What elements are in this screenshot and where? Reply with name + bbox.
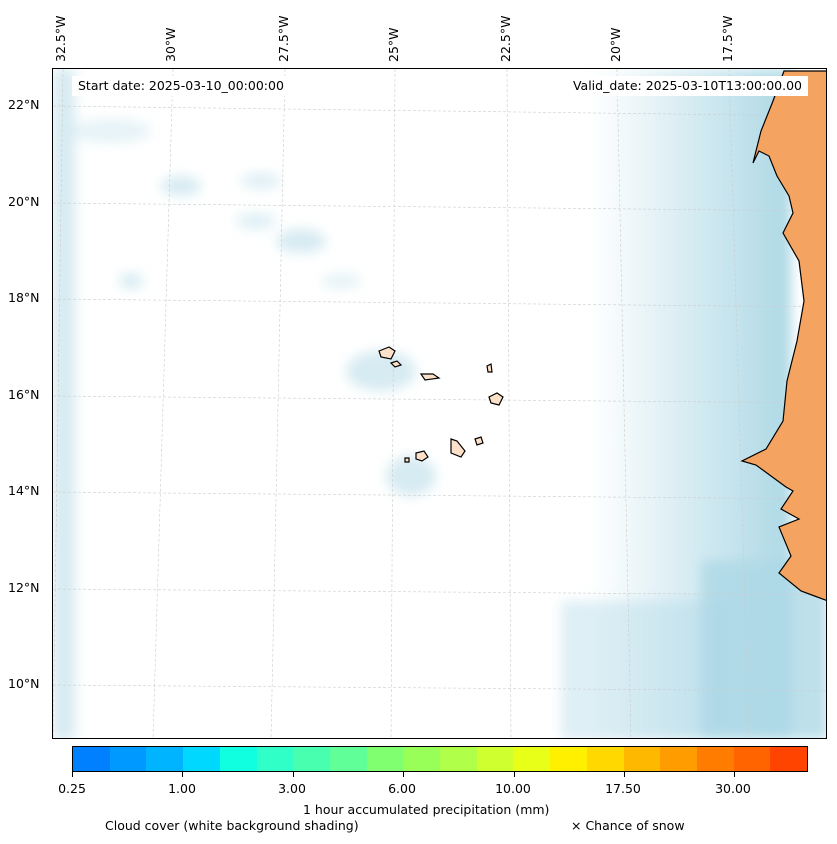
lat-label: 18°N <box>8 290 40 305</box>
lon-label: 25°W <box>386 27 401 62</box>
colorbar-bin <box>146 747 184 771</box>
lat-label: 20°N <box>8 194 40 209</box>
lon-label: 27.5°W <box>276 15 291 62</box>
colorbar-tick <box>734 772 736 777</box>
colorbar-bin <box>73 747 110 771</box>
colorbar-bin <box>733 747 771 771</box>
colorbar-bin <box>403 747 441 771</box>
colorbar-label: 1 hour accumulated precipitation (mm) <box>303 802 550 817</box>
colorbar-bin <box>586 747 624 771</box>
colorbar-tick-label: 17.50 <box>605 781 641 796</box>
lat-label: 10°N <box>8 676 40 691</box>
colorbar-bin <box>366 747 404 771</box>
colorbar-tick <box>513 772 515 777</box>
colorbar-bin <box>329 747 367 771</box>
lat-label: 22°N <box>8 97 40 112</box>
lon-label: 17.5°W <box>720 15 735 62</box>
colorbar-tick <box>624 772 625 777</box>
colorbar-bin <box>293 747 330 771</box>
colorbar-tick-label: 0.25 <box>58 781 86 796</box>
map-panel[interactable] <box>52 68 827 739</box>
map-canvas <box>53 69 826 738</box>
colorbar-bin <box>660 747 697 771</box>
colorbar-tick <box>403 772 405 777</box>
gridlines <box>53 69 826 738</box>
cloud-cover <box>53 69 826 738</box>
cape-verde-islands <box>378 346 504 463</box>
valid-date-label: Valid_date: 2025-03-10T13:00:00.00 <box>566 76 808 96</box>
lon-label: 20°W <box>608 27 623 62</box>
colorbar-tick <box>292 772 294 777</box>
colorbar-tick-label: 3.00 <box>278 781 306 796</box>
lon-label: 30°W <box>163 27 178 62</box>
lat-label: 14°N <box>8 483 40 498</box>
colorbar-tick <box>182 772 184 777</box>
lon-label: 22.5°W <box>498 15 513 62</box>
colorbar-tick-label: 30.00 <box>715 781 751 796</box>
colorbar-bin <box>183 747 220 771</box>
precipitation-colorbar <box>72 746 808 772</box>
colorbar-bin <box>219 747 257 771</box>
colorbar-bin <box>109 747 147 771</box>
colorbar-tick-label: 10.00 <box>495 781 531 796</box>
colorbar-bin <box>770 747 808 771</box>
lat-label: 12°N <box>8 580 40 595</box>
colorbar-tick <box>72 772 73 777</box>
colorbar-bin <box>256 747 294 771</box>
start-date-label: Start date: 2025-03-10_00:00:00 <box>72 76 290 96</box>
lat-label: 16°N <box>8 387 40 402</box>
africa-coast-land <box>740 70 826 601</box>
cloud-cover-legend: Cloud cover (white background shading) <box>105 818 359 833</box>
colorbar-bin <box>476 747 514 771</box>
snow-legend: × Chance of snow <box>571 818 685 833</box>
colorbar-bin <box>696 747 734 771</box>
colorbar-tick-label: 6.00 <box>388 781 416 796</box>
colorbar-bin <box>513 747 551 771</box>
lon-label: 32.5°W <box>53 15 68 62</box>
colorbar-bin <box>440 747 477 771</box>
colorbar-bin <box>623 747 661 771</box>
colorbar-tick-label: 1.00 <box>168 781 196 796</box>
colorbar-bin <box>550 747 587 771</box>
